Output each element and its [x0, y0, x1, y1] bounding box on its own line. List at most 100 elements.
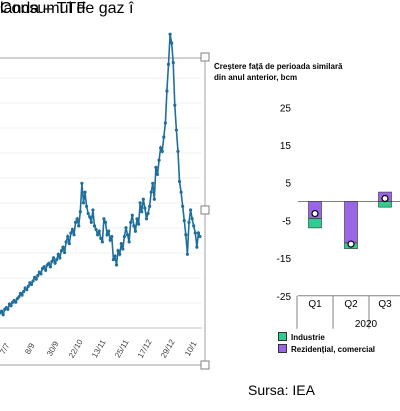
ttf-data-point [91, 208, 95, 212]
ttf-data-point [26, 284, 30, 288]
ttf-data-point [66, 234, 70, 239]
legend-label-rezidential: Rezidențial, comercial [291, 345, 376, 354]
ttf-data-point [58, 256, 62, 260]
ttf-data-point [160, 149, 164, 153]
ttf-data-point [122, 234, 127, 239]
ttf-data-point [154, 165, 158, 169]
ttf-data-point [196, 231, 201, 235]
ttf-data-point [69, 231, 73, 235]
source-label: Sursa: IEA [248, 382, 315, 398]
ttf-data-point [176, 149, 180, 153]
ttf-data-point [61, 245, 65, 249]
ttf-data-point [36, 274, 40, 278]
ttf-data-point [177, 179, 182, 184]
legend-label-industrie: Industrie [291, 333, 325, 342]
ttf-data-point [163, 121, 167, 125]
ttf-data-point [78, 210, 82, 214]
ttf-data-point [85, 204, 89, 208]
ttf-data-point [173, 103, 177, 107]
ttf-data-point [165, 89, 169, 93]
ttf-data-point [39, 272, 43, 276]
ttf-data-point [73, 220, 78, 224]
ttf-data-point [181, 204, 185, 208]
ttf-data-point [75, 217, 79, 221]
ttf-chart-title: landa – TTF [0, 0, 86, 17]
ttf-data-point [133, 229, 138, 233]
ttf-data-point [108, 238, 112, 242]
legend-industrie: Industrie [278, 332, 325, 342]
ttf-data-point [114, 263, 119, 267]
ttf-data-point [1, 313, 5, 317]
bar-category-label: Q1 [308, 299, 322, 310]
ttf-data-point [138, 201, 142, 205]
ttf-data-point [94, 227, 98, 232]
ttf-data-point [127, 240, 131, 244]
ttf-data-point [162, 135, 166, 139]
ttf-data-point [119, 242, 123, 246]
ttf-x-tick-label: 7/7 [0, 341, 12, 356]
ttf-data-point [149, 190, 153, 194]
ttf-data-point [166, 62, 171, 66]
bar-year-label: 2020 [355, 319, 378, 330]
ttf-data-point [81, 201, 86, 205]
ttf-data-point [170, 41, 174, 45]
ttf-data-point [151, 181, 155, 185]
bar-category-label: Q3 [378, 299, 392, 310]
ttf-data-point [34, 277, 38, 281]
ttf-data-point [29, 282, 34, 287]
ttf-data-point [143, 206, 147, 210]
bar-total-marker [381, 194, 389, 203]
ttf-data-point [44, 268, 48, 272]
ttf-data-point [132, 224, 136, 228]
ttf-data-point [135, 217, 139, 221]
ttf-data-point [190, 217, 194, 221]
ttf-data-point [14, 300, 18, 304]
ttf-data-point [42, 265, 46, 269]
ttf-data-point [192, 224, 196, 228]
ttf-data-point [92, 224, 97, 228]
ttf-data-point [6, 307, 10, 311]
ttf-data-point [56, 252, 60, 256]
bar-y-tick-label: -25 [277, 292, 292, 303]
ttf-data-point [140, 210, 144, 214]
ttf-data-point [64, 240, 68, 244]
bar-industrie [308, 218, 322, 229]
bar-y-tick-label: -5 [282, 216, 291, 227]
ttf-data-point [22, 289, 26, 294]
ttf-data-point [55, 258, 59, 262]
ttf-data-point [53, 261, 57, 265]
ttf-data-point [89, 220, 93, 224]
ttf-data-point [25, 288, 29, 292]
ttf-data-point [184, 233, 188, 237]
ttf-data-point [83, 190, 87, 194]
bar-industrie [378, 201, 392, 208]
ttf-data-point [174, 128, 178, 132]
chart-note: Creștere față de perioada similară din a… [214, 62, 343, 82]
ttf-line-chart: 7/7 8/9 30/9 22/10 13/11 25/11 17/12 29/12 10/1 [0, 32, 210, 370]
bar-y-tick-label: 5 [285, 179, 291, 190]
ttf-data-point [31, 279, 35, 283]
resize-handle-mid-right [200, 205, 210, 215]
ttf-data-point [155, 172, 160, 177]
ttf-data-point [152, 197, 156, 201]
legend-swatch-rezidential [278, 344, 287, 353]
resize-handle-bottom-right [200, 360, 210, 370]
ttf-data-point [146, 211, 150, 216]
legend-swatch-industrie [278, 332, 287, 341]
ttf-data-point [113, 254, 117, 258]
bar-y-tick-label: 25 [280, 103, 292, 114]
ttf-data-point [77, 224, 81, 228]
ttf-data-point [107, 229, 111, 233]
ttf-data-point [157, 158, 161, 162]
ttf-data-point [129, 220, 133, 224]
ttf-data-point [144, 217, 149, 221]
ttf-data-point [185, 252, 190, 256]
ttf-data-point [59, 249, 64, 253]
bar-y-tick-label: 15 [280, 141, 292, 152]
ttf-data-point [124, 226, 128, 230]
ttf-data-point [70, 227, 75, 232]
ttf-data-point [125, 233, 130, 237]
ttf-data-point [136, 222, 141, 226]
ttf-data-point [47, 261, 51, 265]
ttf-data-point [50, 259, 54, 263]
